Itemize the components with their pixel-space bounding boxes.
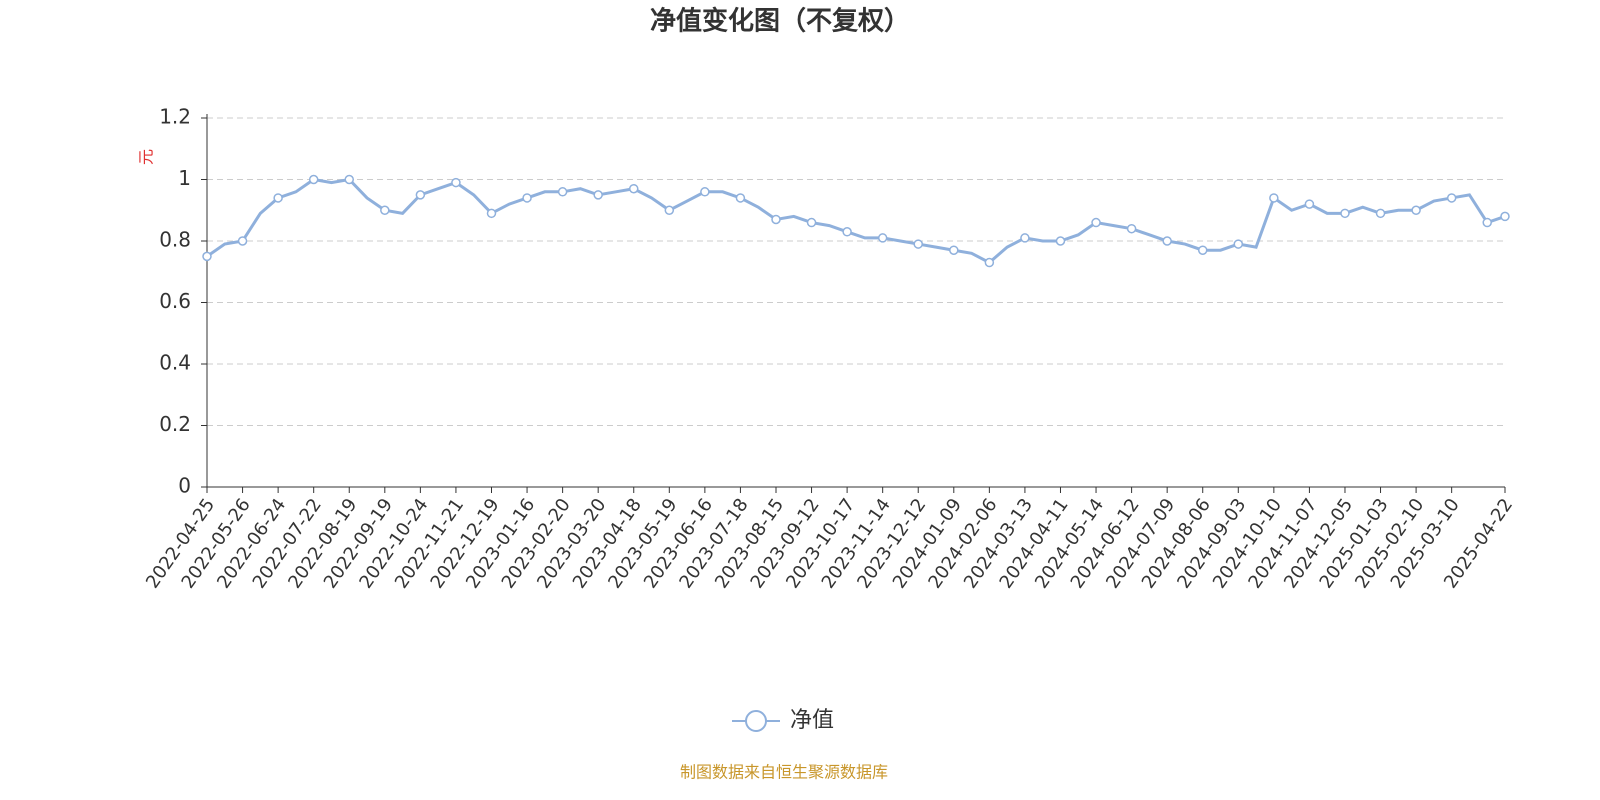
data-point [1500, 211, 1510, 222]
data-point [842, 227, 852, 237]
legend-marker [745, 710, 767, 732]
data-point [522, 193, 532, 203]
data-point [344, 174, 354, 185]
source-note: 制图数据来自恒生聚源数据库 [680, 763, 888, 782]
data-point [1269, 193, 1279, 203]
data-point [984, 257, 995, 268]
data-point [1197, 245, 1208, 255]
data-point [700, 187, 710, 197]
data-point [486, 208, 497, 219]
data-point [1162, 236, 1172, 246]
data-line [206, 177, 1506, 265]
data-point [913, 239, 923, 249]
data-point [1091, 217, 1101, 228]
y-tick-label: 1 [178, 166, 191, 190]
y-tick-label: 0.4 [159, 351, 191, 375]
chart-title: 净值变化图（不复权） [650, 6, 910, 37]
data-point [237, 236, 248, 246]
data-point [877, 233, 888, 243]
data-point [1055, 236, 1066, 246]
data-point [1446, 193, 1457, 203]
y-tick-label: 0.6 [159, 289, 191, 313]
data-point [451, 177, 461, 188]
data-point [1482, 217, 1492, 228]
data-point [557, 187, 568, 197]
data-point [1375, 208, 1386, 219]
data-point [1126, 223, 1137, 234]
data-point [308, 174, 319, 185]
y-tick-label: 1.2 [159, 105, 191, 129]
y-tick-label: 0 [178, 474, 191, 498]
data-point [949, 245, 959, 255]
data-point [771, 214, 781, 225]
data-point [735, 193, 746, 203]
data-point [1233, 239, 1244, 249]
legend-label: 净值 [790, 708, 834, 733]
data-point [806, 217, 817, 228]
y-tick-label: 0.2 [159, 412, 191, 436]
data-point [1304, 199, 1315, 209]
data-point [202, 251, 212, 262]
data-point [273, 193, 283, 203]
data-point [628, 183, 639, 194]
data-point [664, 205, 675, 215]
data-point [380, 205, 390, 215]
y-tick-label: 0.8 [159, 228, 191, 252]
data-point [593, 190, 603, 200]
data-point [415, 190, 426, 200]
y-axis-label: 元 [137, 149, 156, 165]
data-point [1340, 208, 1350, 219]
data-point [1411, 205, 1421, 215]
data-point [1020, 233, 1030, 243]
